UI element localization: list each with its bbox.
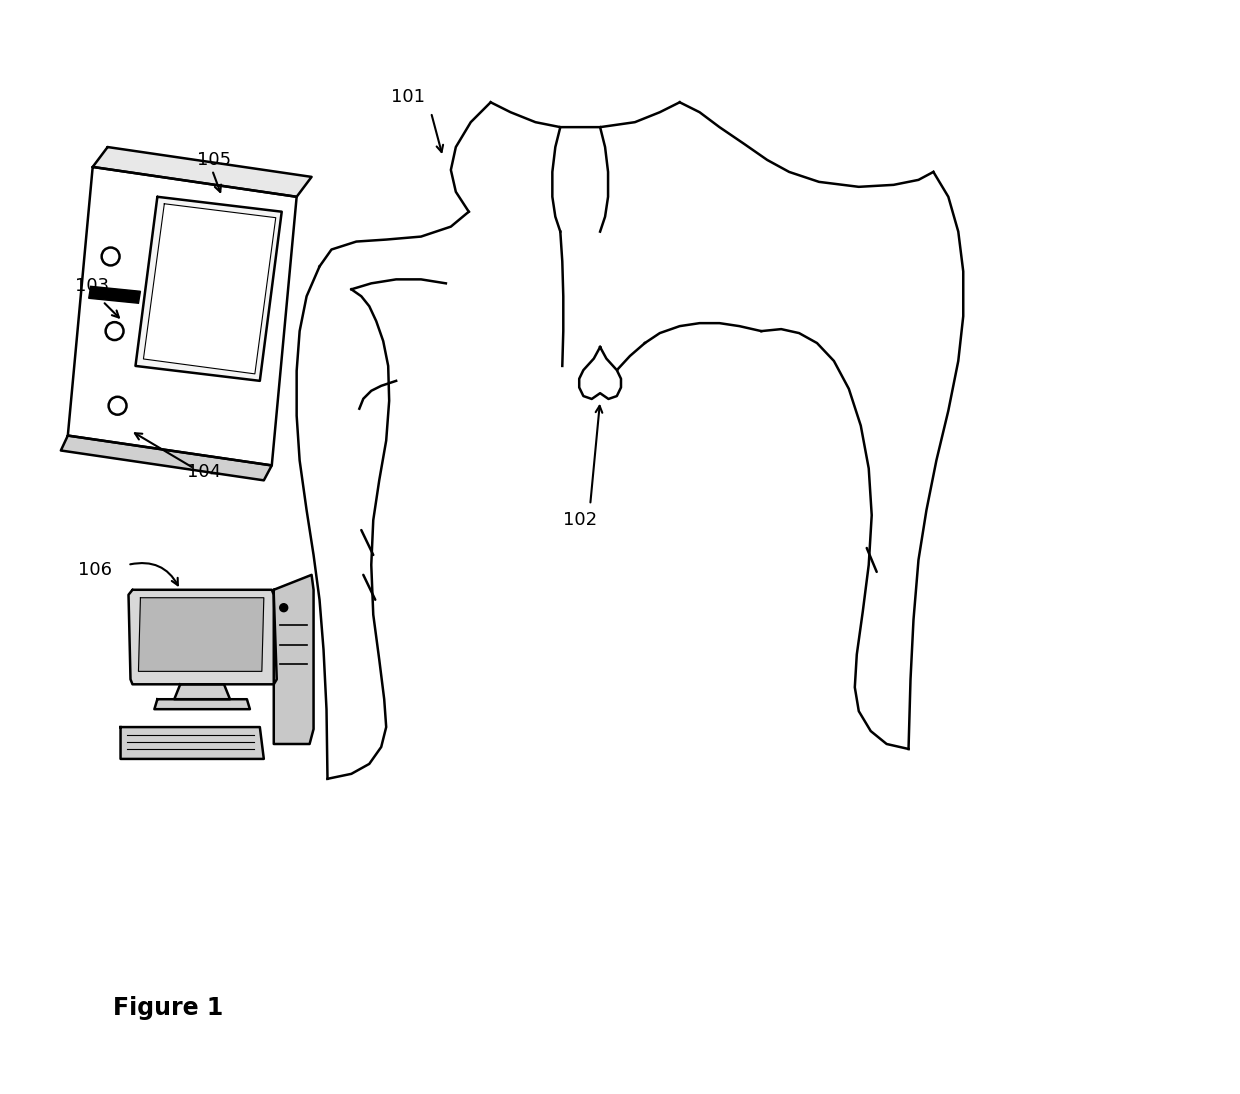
Text: 104: 104 [187, 464, 221, 481]
Text: 102: 102 [563, 511, 598, 529]
Polygon shape [154, 699, 250, 709]
Circle shape [109, 397, 126, 415]
Polygon shape [135, 197, 281, 381]
Polygon shape [129, 590, 277, 685]
Text: 105: 105 [197, 151, 232, 168]
Polygon shape [579, 347, 621, 399]
Polygon shape [61, 435, 272, 480]
Text: 106: 106 [78, 561, 112, 579]
Polygon shape [139, 597, 264, 672]
Polygon shape [89, 287, 140, 303]
FancyArrowPatch shape [130, 563, 177, 585]
Polygon shape [274, 574, 314, 744]
Circle shape [105, 322, 124, 340]
Text: Figure 1: Figure 1 [113, 996, 223, 1020]
Circle shape [280, 604, 288, 612]
Text: 103: 103 [74, 278, 109, 295]
Polygon shape [120, 728, 264, 759]
Text: 101: 101 [391, 89, 425, 106]
Polygon shape [93, 147, 311, 197]
Polygon shape [68, 167, 296, 465]
Circle shape [102, 247, 119, 266]
Polygon shape [175, 685, 229, 699]
Polygon shape [144, 203, 275, 374]
